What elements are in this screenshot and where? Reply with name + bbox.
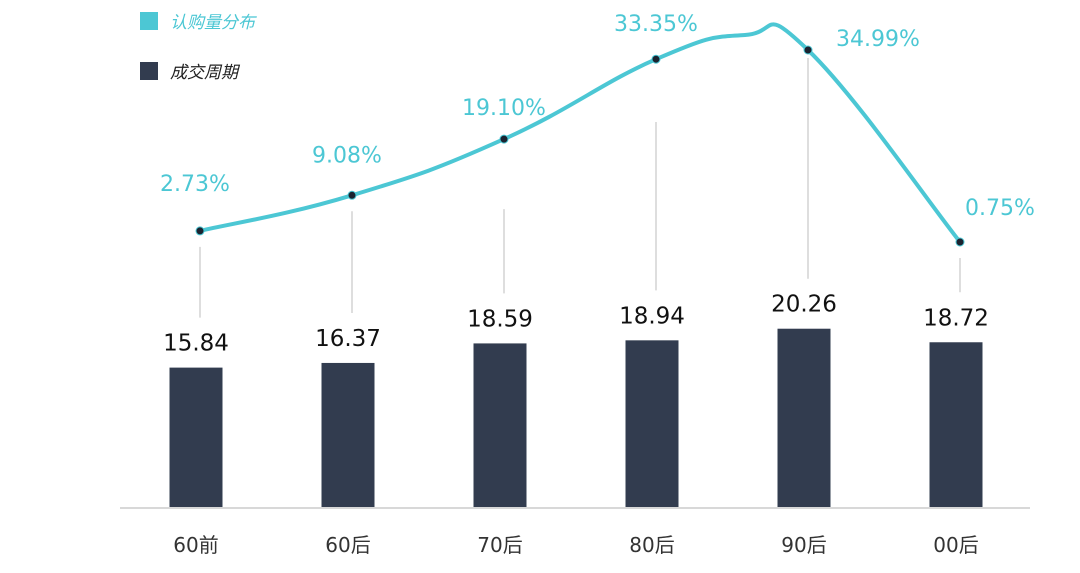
legend-item-line: 认购量分布 [140, 8, 255, 33]
line-value-label: 2.73% [160, 172, 230, 197]
bar [473, 343, 527, 507]
line-value-label: 33.35% [614, 12, 698, 37]
x-tick-label: 00后 [933, 533, 978, 557]
legend-label-bar: 成交周期 [170, 63, 238, 83]
series-line [198, 22, 962, 244]
line-point [955, 237, 965, 247]
x-tick-label: 90后 [781, 533, 826, 557]
line-value-label: 19.10% [462, 96, 546, 121]
legend-swatch-bar [140, 61, 158, 80]
bar [169, 367, 223, 507]
bar-value-label: 18.72 [923, 305, 989, 331]
bar-value-label: 18.94 [619, 303, 685, 329]
legend-item-bar: 成交周期 [140, 58, 238, 83]
line-point [499, 134, 509, 144]
line-point [803, 45, 813, 55]
line-point [347, 190, 357, 200]
line-point [195, 226, 205, 236]
x-tick-label: 60前 [173, 533, 218, 557]
line-value-label: 0.75% [965, 196, 1035, 221]
bar-value-label: 20.26 [771, 292, 837, 318]
legend-swatch-line [140, 11, 158, 30]
x-tick-label: 60后 [325, 533, 370, 557]
bar-value-label: 16.37 [315, 326, 381, 352]
line-value-label: 34.99% [836, 27, 920, 52]
x-tick-label: 80后 [629, 533, 674, 557]
line-value-label: 9.08% [312, 143, 382, 168]
bar [929, 342, 983, 507]
bar [777, 328, 831, 507]
bar [321, 362, 375, 507]
legend-label-line: 认购量分布 [170, 13, 255, 33]
x-tick-label: 70后 [477, 533, 522, 557]
bar [625, 340, 679, 507]
line-point [651, 54, 661, 64]
bar-value-label: 15.84 [163, 331, 229, 357]
bar-value-label: 18.59 [467, 306, 533, 332]
